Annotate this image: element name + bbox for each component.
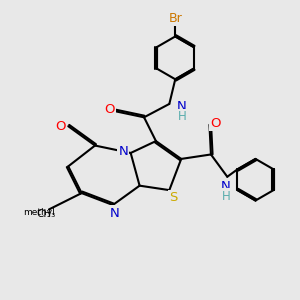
- Text: O: O: [210, 117, 220, 130]
- Text: methyl: methyl: [23, 208, 54, 217]
- Text: N: N: [221, 180, 231, 193]
- Text: N: N: [118, 145, 128, 158]
- Text: H: H: [177, 110, 186, 123]
- Text: O: O: [56, 120, 66, 133]
- Text: O: O: [105, 103, 115, 116]
- Text: S: S: [169, 191, 178, 204]
- Text: N: N: [177, 100, 187, 113]
- Text: Br: Br: [168, 12, 182, 25]
- Text: H: H: [221, 190, 230, 202]
- Text: CH₃: CH₃: [36, 209, 56, 219]
- Text: N: N: [110, 207, 119, 220]
